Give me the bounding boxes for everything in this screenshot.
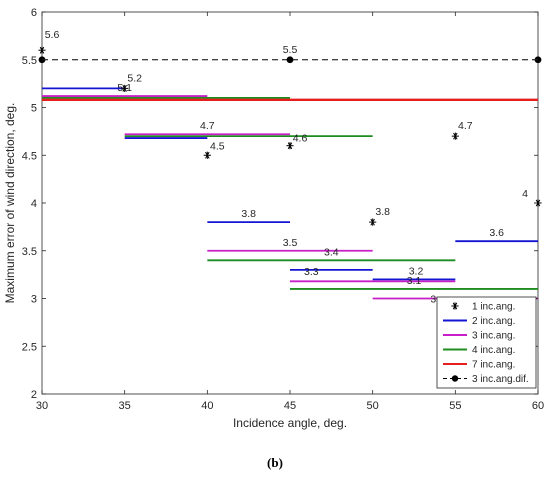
segment-label: 3.1 (407, 275, 422, 287)
point-label: 4.5 (210, 140, 225, 152)
asterisk-marker (451, 132, 459, 140)
point-label: 5.5 (283, 44, 298, 56)
y-tick-label: 4.5 (22, 150, 37, 162)
legend-label: 4 inc.ang. (472, 345, 515, 356)
y-axis: 2 2.5 3 3.5 4 4.5 5 5.5 6 (22, 7, 538, 401)
segment-label: 3.5 (283, 237, 298, 249)
y-tick-label: 5 (31, 103, 37, 115)
chart-marks (38, 46, 542, 300)
legend-label: 2 inc.ang. (472, 316, 515, 327)
y-tick-label: 4 (31, 198, 37, 210)
legend-label: 1 inc.ang. (472, 302, 515, 313)
y-tick-label: 2.5 (22, 341, 37, 353)
legend: 1 inc.ang. 2 inc.ang. 3 inc.ang. 4 inc.ang.… (436, 296, 537, 389)
legend-label: 3 inc.ang. (472, 331, 515, 342)
point-label: 4 (522, 188, 528, 200)
legend-swatch-marker (451, 375, 459, 382)
x-tick-label: 40 (201, 400, 213, 412)
asterisk-marker (203, 151, 211, 159)
y-tick-label: 5.5 (22, 55, 37, 67)
segment-label: 3.3 (304, 266, 319, 278)
legend-box (436, 296, 537, 389)
legend-label: 3 inc.ang.dif. (472, 374, 529, 385)
x-tick-label: 45 (284, 400, 296, 412)
figure-caption: (b) (267, 455, 283, 470)
x-tick-label: 35 (119, 400, 131, 412)
point-label: 5.2 (127, 72, 142, 84)
point-label: 5.6 (45, 29, 60, 41)
x-axis: 30 35 40 45 50 55 60 (36, 12, 544, 412)
asterisk-marker (38, 46, 46, 54)
legend-label: 7 inc.ang. (472, 360, 515, 371)
segment-label: 5.1 (117, 82, 132, 94)
x-tick-label: 50 (367, 400, 379, 412)
x-tick-label: 60 (532, 400, 544, 412)
x-axis-title: Incidence angle, deg. (233, 416, 347, 430)
segment-label: 3.8 (241, 208, 256, 220)
segment-label: 3.4 (324, 246, 339, 258)
y-tick-label: 2 (31, 389, 37, 401)
point-label: 4.7 (458, 120, 473, 132)
chart: 3.4 3.1 5.1 4.7 3.5 3 3.8 3.3 3.2 3.6 5.5 5.6 5.2 4.5… (3, 7, 544, 430)
y-tick-label: 6 (31, 7, 37, 19)
asterisk-marker (121, 84, 129, 92)
y-axis-title: Maximum error of wind direction, deg. (3, 103, 17, 304)
point-label: 4.6 (293, 133, 308, 145)
y-tick-label: 3.5 (22, 246, 37, 258)
asterisk-marker (286, 142, 294, 150)
chart-annotations: 3.4 3.1 5.1 4.7 3.5 3 3.8 3.3 3.2 3.6 5.5 5.6 5.2 4.5… (45, 29, 528, 305)
asterisk-marker (451, 302, 459, 310)
segment-label: 3.6 (489, 227, 504, 239)
y-tick-label: 3 (31, 294, 37, 306)
series-5-point (286, 56, 294, 64)
x-tick-label: 30 (36, 400, 48, 412)
asterisk-marker (369, 218, 377, 226)
segment-label: 3 (430, 294, 436, 306)
segment-label: 4.7 (200, 120, 215, 132)
segment-label: 3.2 (409, 265, 424, 277)
point-label: 3.8 (375, 206, 390, 218)
x-tick-label: 55 (449, 400, 461, 412)
